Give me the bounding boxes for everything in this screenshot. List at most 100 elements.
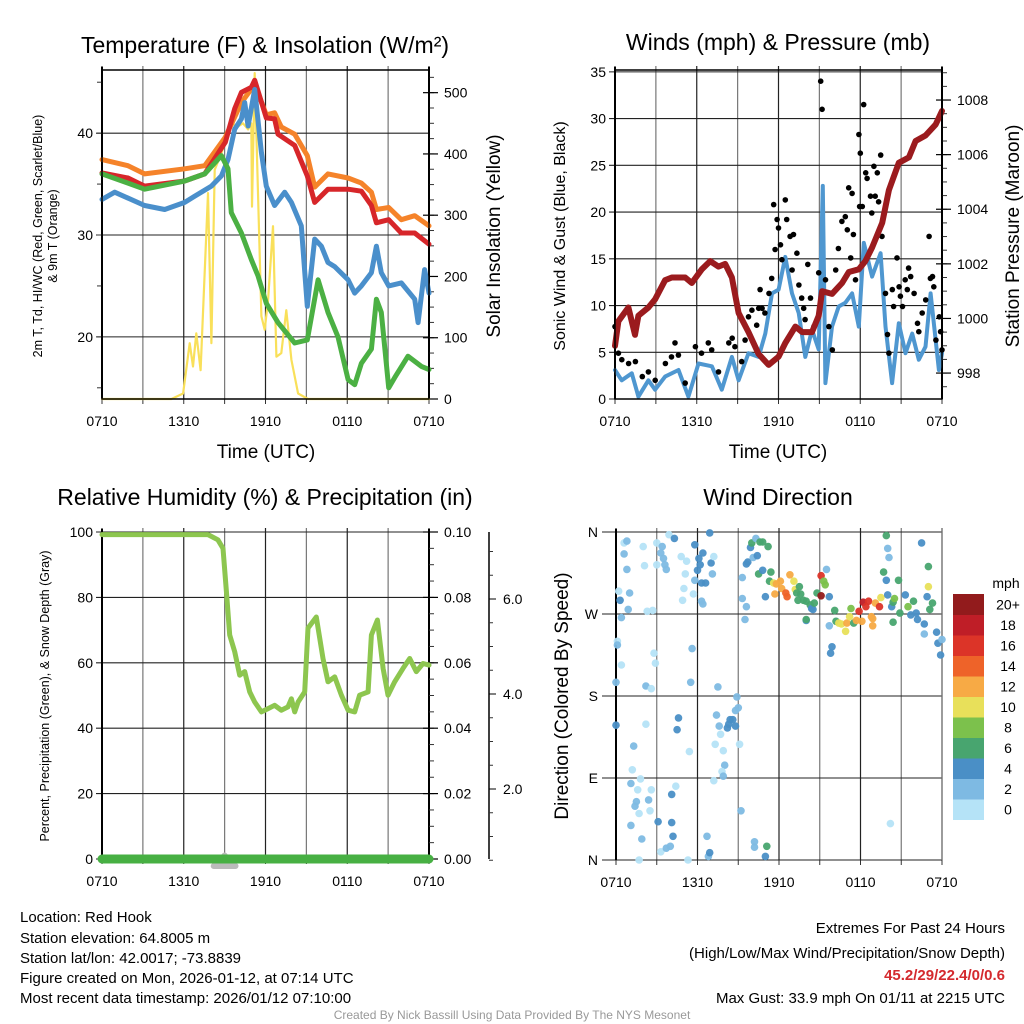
gust-point (619, 356, 625, 363)
y-tick-label: S (589, 688, 598, 704)
direction-point (716, 730, 725, 739)
direction-point (889, 618, 897, 626)
direction-point (640, 561, 649, 570)
gust-point (766, 290, 772, 297)
created-text: Figure created on Mon, 2026-01-12, at 07… (20, 970, 354, 987)
y-tick-label: 10 (590, 298, 606, 314)
direction-point (669, 832, 677, 841)
colorbar-swatch (953, 758, 984, 779)
direction-point (674, 714, 683, 722)
direction-point (625, 589, 634, 597)
direction-point (678, 596, 687, 605)
extremes-subtitle: (High/Low/Max Wind/Precipitation/Snow De… (689, 945, 1005, 962)
colorbar-swatch (953, 655, 984, 677)
direction-point (875, 602, 884, 611)
direction-point (731, 722, 740, 730)
y2-tick-label: 500 (444, 85, 468, 101)
direction-point (742, 602, 751, 611)
direction-point (670, 534, 679, 543)
gust-point (907, 273, 914, 280)
gust-point (815, 270, 822, 276)
direction-point (653, 561, 661, 569)
direction-point (667, 818, 676, 827)
gust-point (729, 335, 735, 342)
gust-point (902, 277, 908, 283)
direction-point (654, 817, 662, 826)
direction-point (841, 627, 850, 636)
colorbar-label: 4 (1004, 760, 1012, 776)
gust-point (692, 343, 699, 350)
gust-point (783, 216, 790, 223)
gust-point (757, 286, 763, 293)
gust-point (668, 354, 675, 360)
x-tick-label: 0710 (86, 413, 117, 429)
colorbar-swatch (953, 717, 984, 738)
latlon-text: Station lat/lon: 42.0017; -73.8839 (20, 950, 241, 967)
y-tick-label: 5 (598, 344, 606, 360)
direction-point (715, 722, 723, 730)
direction-point (794, 596, 802, 605)
pressure-ylabel: Station Pressure (Maroon) (1003, 125, 1024, 348)
gust-point (867, 193, 874, 199)
colorbar-swatch (953, 594, 984, 615)
y-tick-label: E (589, 770, 598, 786)
gust-point (875, 199, 882, 205)
direction-point (647, 786, 656, 794)
direction-point (613, 641, 622, 649)
gust-point (632, 358, 639, 365)
direction-point (617, 661, 626, 669)
gust-point (931, 284, 937, 290)
gust-point (770, 201, 777, 208)
gust-point (874, 170, 881, 176)
x-tick-label: 0710 (600, 874, 631, 890)
gust-point (879, 233, 885, 240)
x-tick-label: 1910 (250, 873, 281, 889)
direction-point (624, 605, 632, 614)
gust-point (936, 314, 943, 320)
series-wind-chill (99, 86, 432, 326)
y-tick-label: 100 (70, 524, 94, 540)
colorbar-label: 18 (1000, 617, 1016, 633)
gust-point (826, 323, 832, 330)
gust-point (726, 340, 732, 346)
direction-point (737, 807, 745, 815)
gust-point (782, 197, 789, 203)
gust-point (762, 310, 768, 316)
direction-point (912, 609, 920, 617)
colorbar-swatch (953, 778, 984, 800)
series-dew-point (99, 153, 432, 391)
gust-point (682, 380, 688, 386)
gust-point (772, 246, 778, 253)
gust-point (800, 305, 807, 312)
gust-point (796, 282, 802, 288)
direction-point (662, 565, 671, 574)
extremes-info: Extremes For Past 24 Hours (High/Low/Max… (689, 920, 1005, 1007)
gust-point (698, 350, 705, 357)
direction-point (685, 747, 694, 756)
direction-point (786, 571, 794, 579)
gust-point (919, 310, 925, 316)
colorbar-swatch (953, 614, 984, 636)
gust-point (929, 273, 936, 280)
y2-tick-label: 0.04 (444, 720, 471, 736)
gust-point (798, 295, 805, 301)
gust-point (845, 185, 852, 191)
direction-point (710, 552, 718, 561)
gust-point (889, 286, 896, 293)
direction-point (710, 776, 718, 785)
direction-point (705, 848, 714, 857)
gust-point (859, 203, 866, 210)
x-tick-label: 0710 (599, 413, 630, 429)
direction-point (633, 786, 642, 794)
gust-point (894, 255, 900, 261)
direction-point (642, 720, 650, 728)
y-tick-label: 30 (77, 227, 93, 243)
direction-point (631, 802, 639, 810)
gust-point (794, 250, 800, 256)
y2-tick-label: 400 (444, 146, 468, 162)
direction-point (719, 772, 728, 780)
gust-point (822, 277, 829, 283)
y-tick-label: W (585, 606, 599, 622)
direction-point (712, 711, 721, 719)
direction-point (767, 568, 775, 576)
